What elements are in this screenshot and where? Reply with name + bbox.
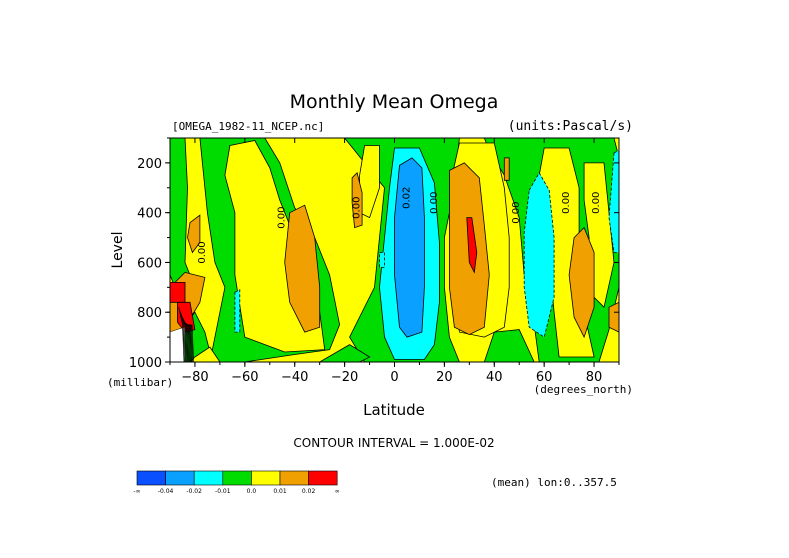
x-tick-label-6: 40 (486, 370, 503, 385)
y-tick-label-3: 800 (137, 306, 162, 321)
contour-label-2: 0.00 (352, 197, 363, 219)
region-neg1-4 (379, 252, 385, 268)
x-tick-label-7: 60 (536, 370, 553, 385)
contour-plot (170, 138, 619, 362)
color-legend: -∞ -0.04 -0.02 -0.01 0.0 0.01 0.02 ∞ (133, 470, 340, 495)
contour-label-6: 0.00 (561, 192, 572, 214)
contour-interval-text: CONTOUR INTERVAL = 1.000E-02 (293, 436, 494, 450)
dense-contour-10 (187, 324, 194, 362)
y-axis-label: Level (110, 232, 126, 269)
dense-contour-0 (178, 307, 185, 362)
file-label: [OMEGA_1982-11_NCEP.nc] (172, 120, 324, 133)
region-neg1-3 (234, 289, 241, 333)
region-pos1-4 (359, 145, 380, 219)
legend-swatch-0 (136, 470, 166, 486)
legend-label-3: -0.01 (215, 488, 231, 495)
legend-swatch-1 (165, 470, 195, 486)
legend-label-7: ∞ (335, 488, 340, 495)
x-axis-label: Latitude (363, 401, 425, 419)
region-pos2-1 (351, 172, 363, 229)
region-neg1-2 (608, 149, 619, 253)
legend-swatch-3 (222, 470, 252, 486)
legend-label-5: 0.01 (273, 488, 287, 495)
x-tick-label-3: −20 (331, 370, 358, 385)
x-tick-label-5: 20 (436, 370, 453, 385)
region-zero-5 (483, 329, 535, 362)
region-missing (170, 327, 185, 362)
region-neg1-1 (523, 171, 555, 338)
region-pos3-0 (170, 281, 186, 303)
x-tick-label-1: −60 (231, 370, 258, 385)
contour-label-3: 0.02 (401, 187, 412, 209)
x-tick-label-4: 0 (390, 370, 398, 385)
legend-label-2: -0.02 (186, 488, 202, 495)
legend-label-1: -0.04 (158, 488, 174, 495)
contour-label-1: 0.00 (277, 207, 288, 229)
x-tick-label-0: −80 (181, 370, 208, 385)
region-pos2-5 (608, 301, 619, 333)
y-axis-units: (millibar) (107, 376, 173, 389)
region-pos2-4 (568, 226, 595, 339)
legend-label-0: -∞ (133, 488, 140, 495)
legend-swatch-6 (308, 470, 338, 486)
contour-label-5: 0.00 (511, 202, 522, 224)
y-tick-label-0: 200 (137, 157, 162, 172)
legend-label-4: 0.0 (247, 488, 257, 495)
units-label: (units:Pascal/s) (508, 119, 633, 134)
contour-label-7: 0.00 (591, 192, 602, 214)
dense-contour-9 (186, 323, 193, 362)
legend-swatch-5 (279, 470, 309, 486)
region-pos2-7 (187, 214, 201, 254)
x-tick-label-2: −40 (281, 370, 308, 385)
legend-label-6: 0.02 (302, 488, 316, 495)
legend-swatch-2 (193, 470, 224, 486)
chart-title: Monthly Mean Omega (290, 91, 499, 113)
dense-contour-7 (184, 324, 191, 362)
legend-swatch-4 (251, 470, 281, 486)
region-pos2-3 (503, 157, 510, 181)
contour-labels: 0.00 0.00 0.00 0.02 0.00 0.00 0.00 0.00 (197, 187, 602, 264)
axis-ticks: −80 −60 −40 −20 0 20 40 60 80 200 400 600 800 1000 (129, 137, 620, 385)
dense-contour-11 (187, 324, 194, 362)
region-neg2-0 (394, 157, 425, 338)
region-pos2-0 (284, 204, 321, 333)
region-zero-4 (318, 344, 371, 362)
dense-contour-8 (185, 324, 192, 362)
contour-label-0: 0.00 (197, 241, 208, 263)
region-pos3-2 (466, 217, 478, 274)
x-tick-label-8: 80 (586, 370, 603, 385)
contour-label-4: 0.00 (429, 192, 440, 214)
y-tick-label-4: 1000 (129, 356, 162, 371)
x-axis-units: (degrees_north) (534, 383, 633, 396)
y-tick-label-1: 400 (137, 207, 162, 222)
mean-text: (mean) lon:0..357.5 (491, 476, 617, 489)
dense-contour-1 (179, 309, 186, 362)
y-tick-label-2: 600 (137, 256, 162, 271)
